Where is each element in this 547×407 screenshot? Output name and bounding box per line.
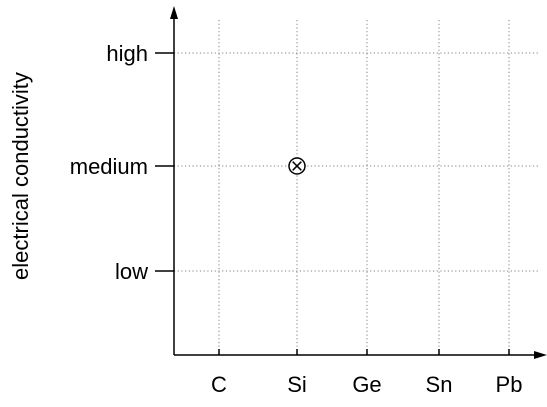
x-tick-label-Ge: Ge — [352, 372, 381, 397]
grid — [174, 20, 540, 355]
x-tick-label-Si: Si — [287, 372, 307, 397]
data-point-Si-medium — [288, 157, 306, 175]
y-axis-arrow — [170, 6, 178, 19]
y-tick-label-medium: medium — [70, 154, 148, 179]
ticks — [155, 52, 510, 355]
x-axis-arrow — [534, 351, 547, 359]
point-cross-b — [292, 161, 302, 171]
x-tick-label-Sn: Sn — [426, 372, 453, 397]
y-tick-label-low: low — [115, 259, 148, 284]
y-axis-title: electrical conductivity — [8, 72, 33, 280]
y-tick-label-high: high — [106, 41, 148, 66]
x-tick-label-C: C — [211, 372, 227, 397]
tick-labels: C Si Ge Sn Pb low medium high — [70, 41, 523, 397]
data-points — [288, 157, 306, 175]
axes — [170, 6, 547, 359]
x-tick-label-Pb: Pb — [496, 372, 523, 397]
